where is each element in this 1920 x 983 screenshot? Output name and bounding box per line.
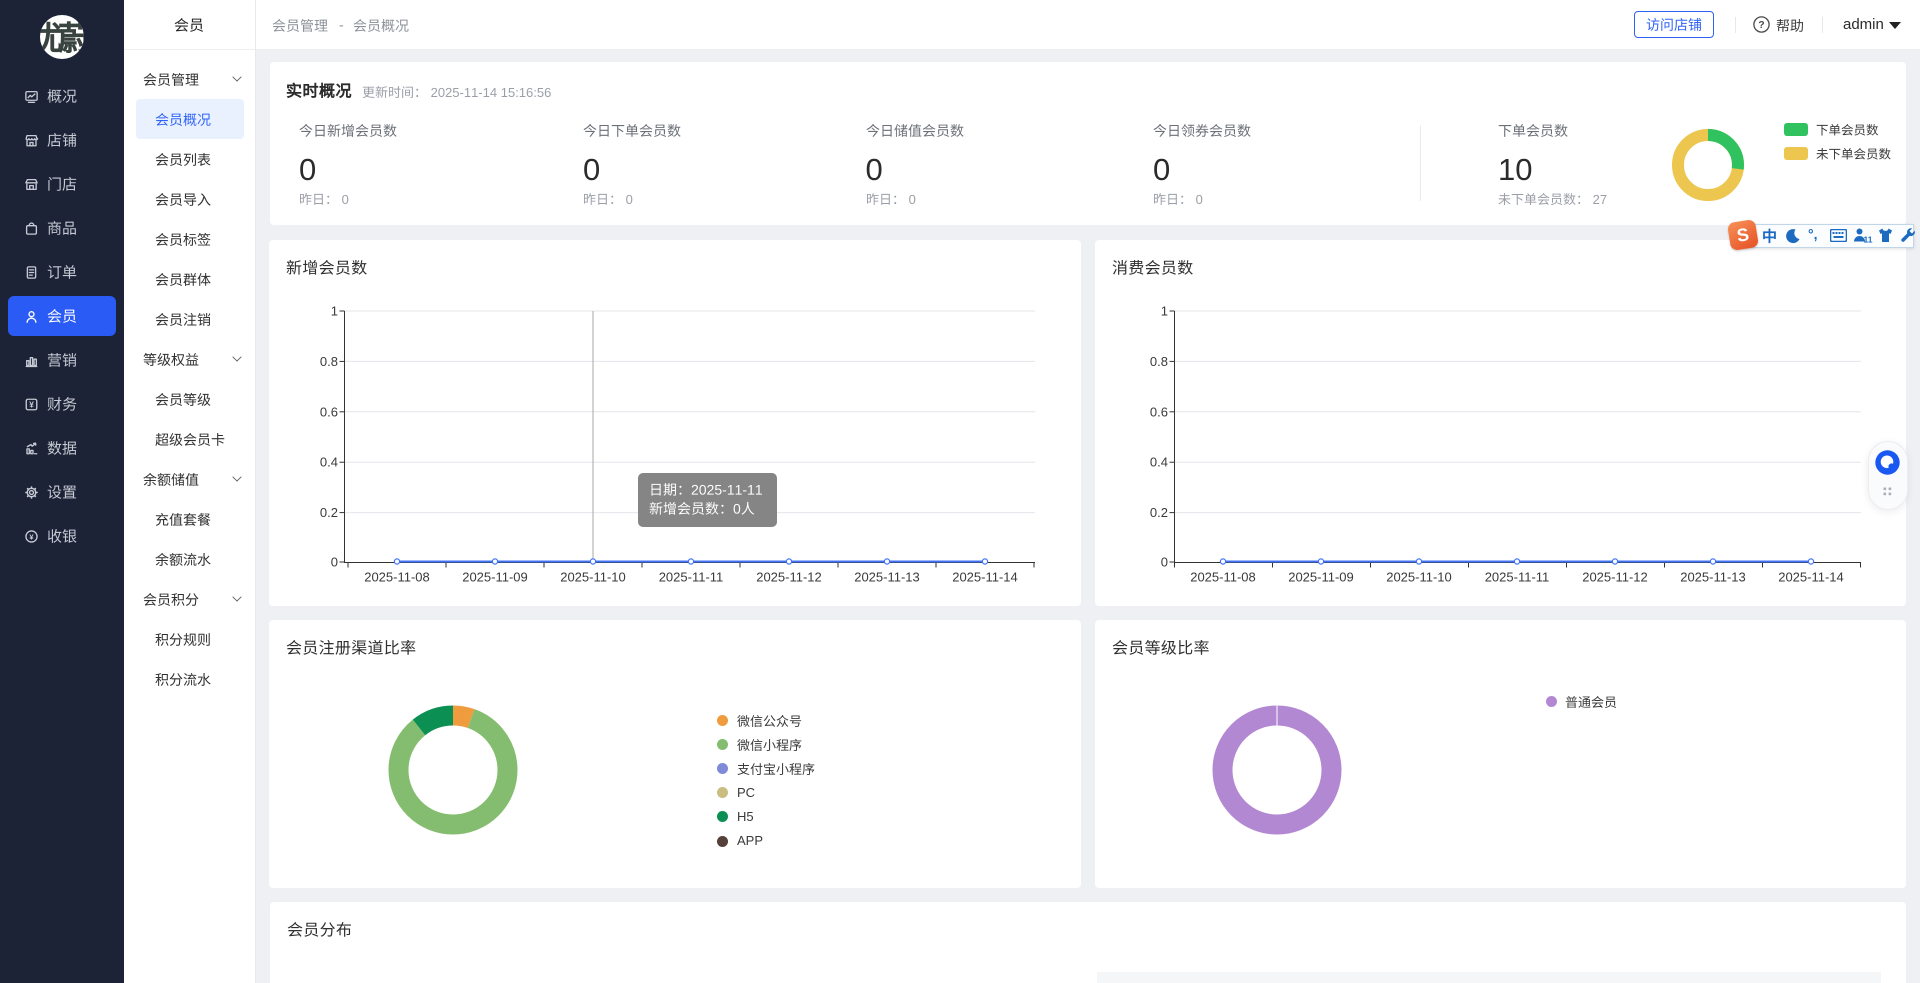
svg-text:2025-11-10: 2025-11-10 — [1386, 570, 1452, 585]
svg-text:2025-11-13: 2025-11-13 — [854, 570, 920, 585]
svg-text:0.2: 0.2 — [1150, 505, 1168, 520]
svg-text:0.6: 0.6 — [320, 404, 338, 419]
svg-text:2025-11-13: 2025-11-13 — [1680, 570, 1746, 585]
svg-text:2025-11-09: 2025-11-09 — [462, 570, 528, 585]
svg-text:2025-11-12: 2025-11-12 — [756, 570, 822, 585]
svg-text:2025-11-14: 2025-11-14 — [952, 570, 1018, 585]
svg-text:0.8: 0.8 — [1150, 354, 1168, 369]
svg-text:0.8: 0.8 — [320, 354, 338, 369]
svg-text:0.6: 0.6 — [1150, 404, 1168, 419]
svg-text:2025-11-10: 2025-11-10 — [560, 570, 626, 585]
svg-text:11: 11 — [1864, 235, 1873, 245]
svg-text:1: 1 — [1161, 304, 1168, 319]
svg-text:1: 1 — [331, 304, 338, 319]
svg-text:0.2: 0.2 — [320, 505, 338, 520]
svg-text:¥: ¥ — [29, 400, 34, 409]
svg-text:2025-11-11: 2025-11-11 — [659, 570, 724, 585]
svg-text:2025-11-09: 2025-11-09 — [1288, 570, 1354, 585]
svg-text:0: 0 — [331, 555, 338, 570]
svg-text:0.4: 0.4 — [320, 455, 338, 470]
svg-text:0.4: 0.4 — [1150, 455, 1168, 470]
svg-text:2025-11-08: 2025-11-08 — [364, 570, 430, 585]
svg-text:?: ? — [1758, 19, 1764, 31]
svg-text:2025-11-14: 2025-11-14 — [1778, 570, 1844, 585]
svg-text:2025-11-12: 2025-11-12 — [1582, 570, 1648, 585]
svg-text:2025-11-11: 2025-11-11 — [1485, 570, 1550, 585]
svg-text:¥: ¥ — [29, 532, 34, 541]
svg-text:2025-11-08: 2025-11-08 — [1190, 570, 1256, 585]
svg-text:0: 0 — [1161, 555, 1168, 570]
